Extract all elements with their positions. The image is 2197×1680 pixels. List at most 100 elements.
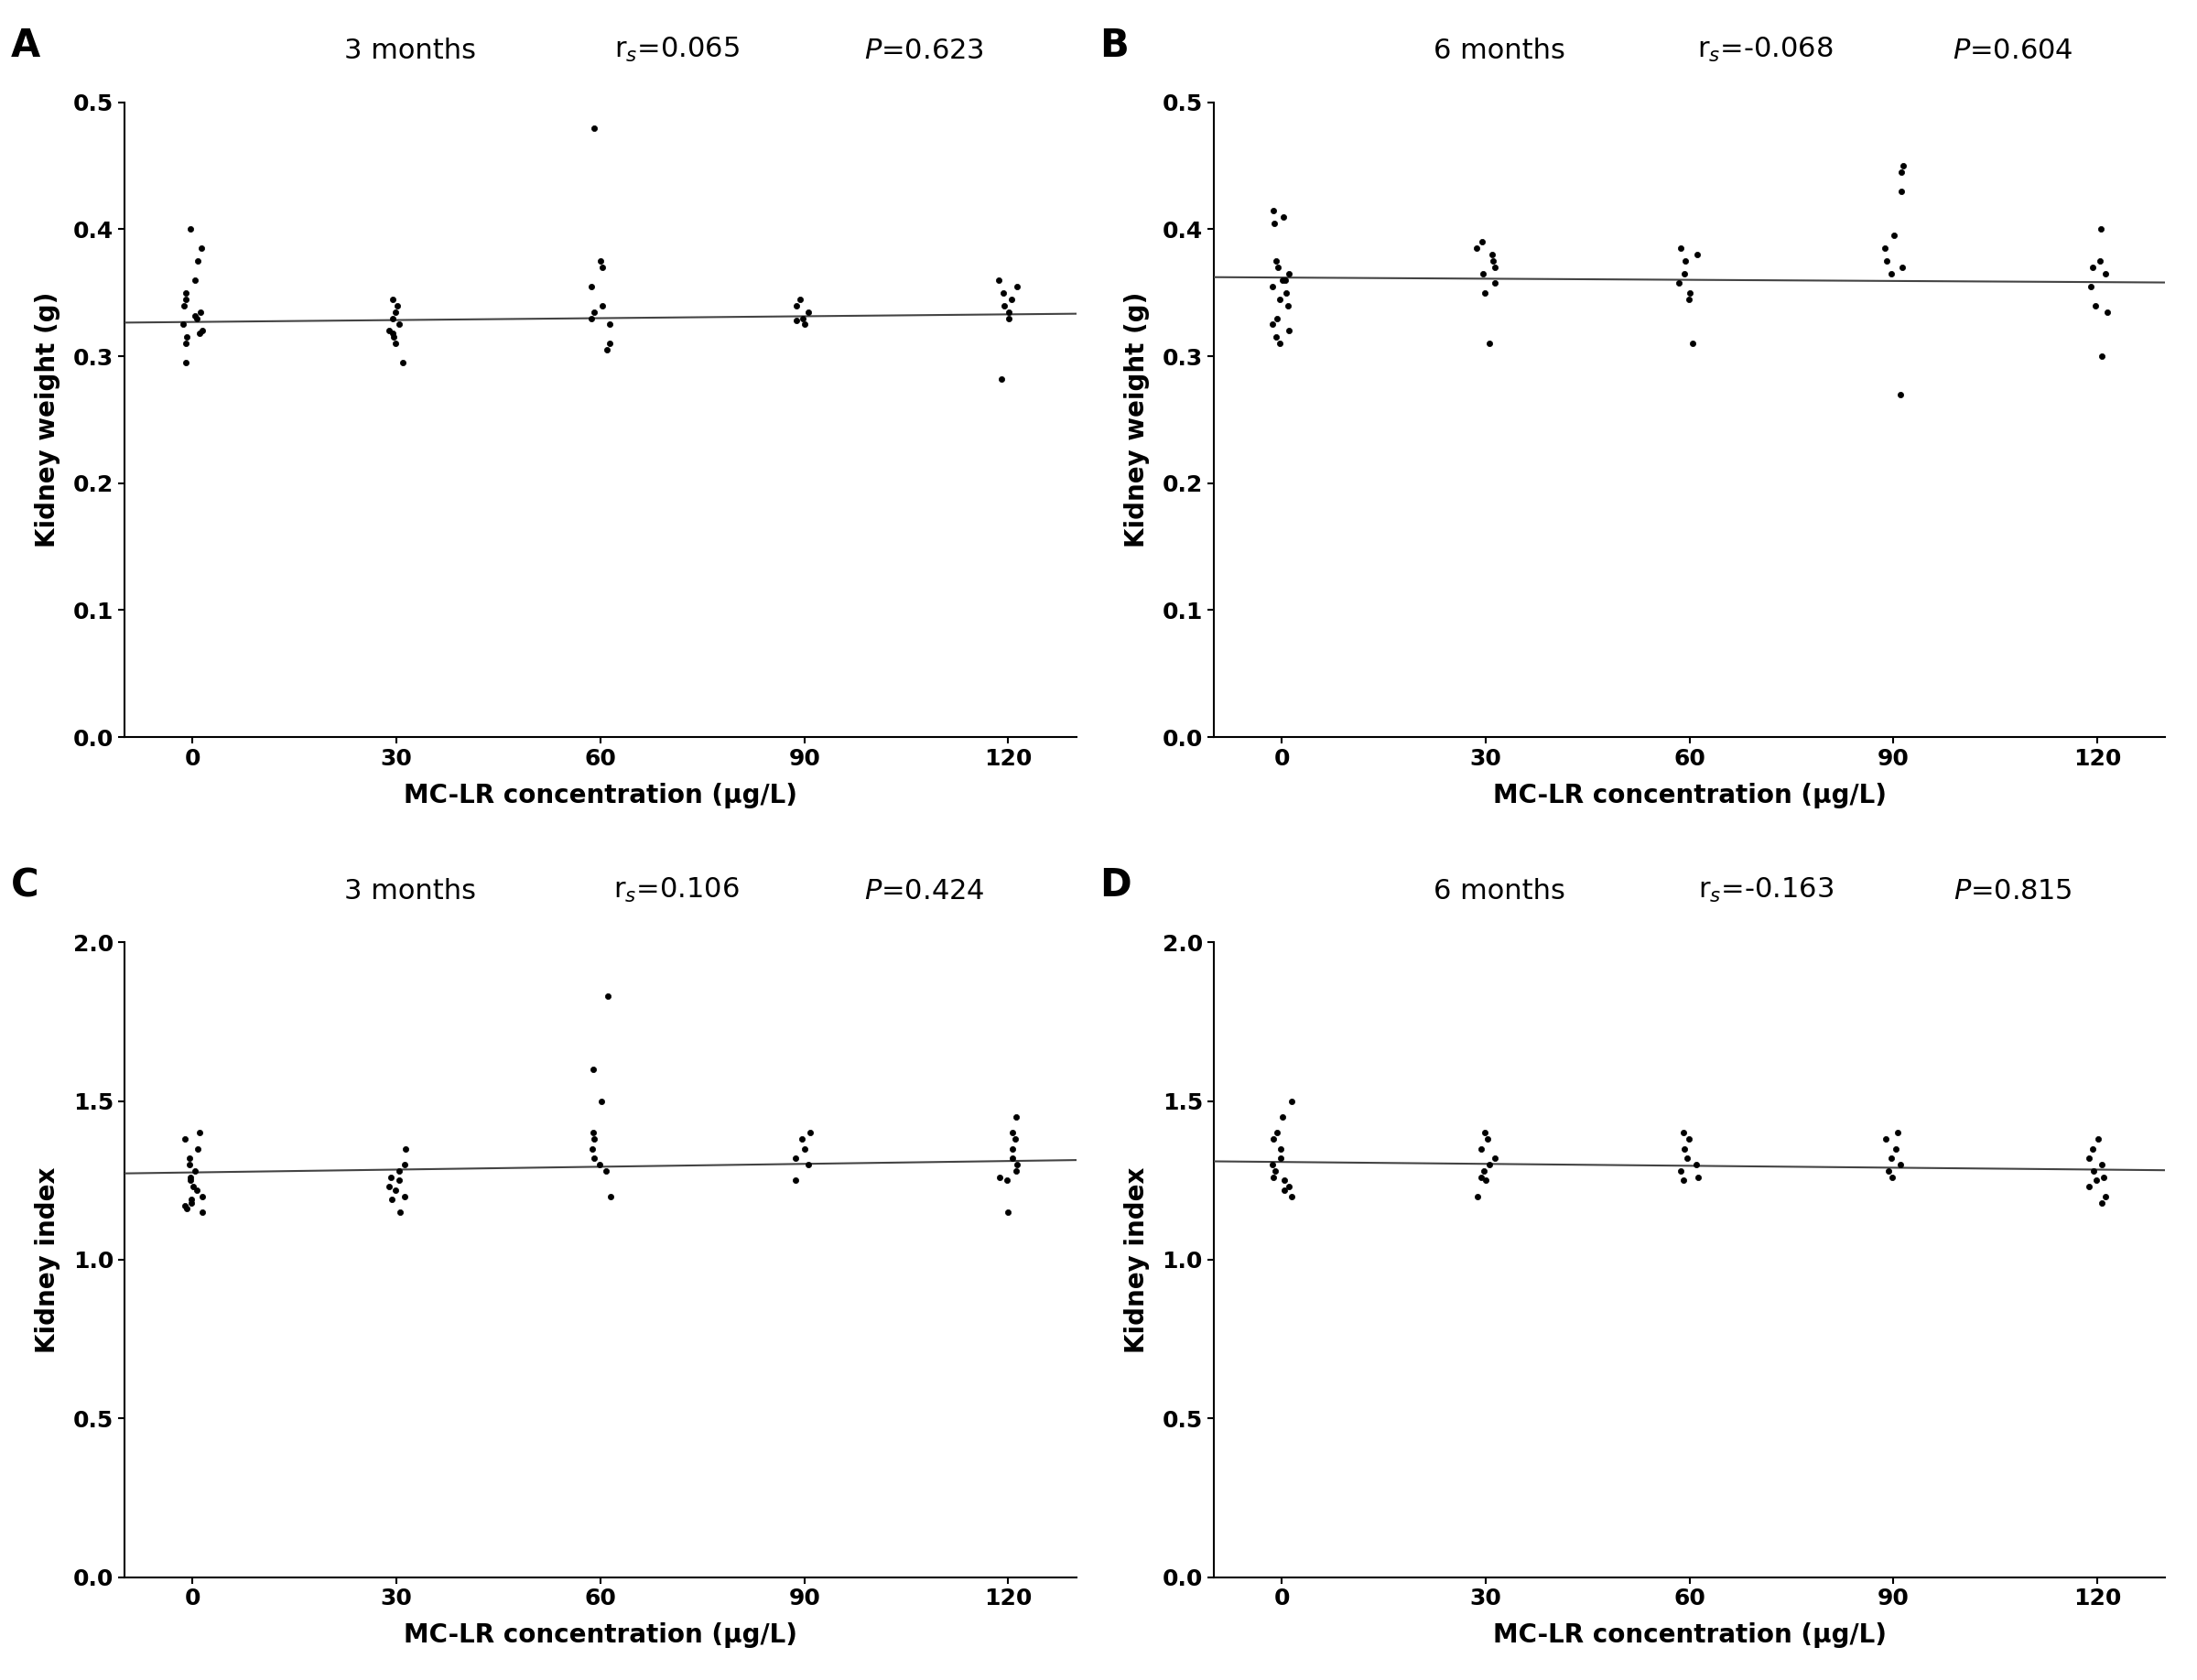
Point xyxy=(1476,269,1512,296)
Point xyxy=(591,983,626,1010)
Point xyxy=(2087,260,2122,287)
Text: $P$=0.424: $P$=0.424 xyxy=(863,877,984,904)
Point xyxy=(576,1119,611,1146)
Text: 6 months: 6 months xyxy=(1432,877,1564,904)
Point xyxy=(1665,1168,1700,1194)
Point xyxy=(1472,1151,1507,1178)
Point xyxy=(1270,292,1305,319)
Point xyxy=(578,1144,613,1171)
Point xyxy=(1874,260,1909,287)
Point xyxy=(1257,210,1292,237)
Point xyxy=(171,1151,207,1178)
Point xyxy=(2078,1168,2114,1194)
Point xyxy=(1668,247,1703,274)
Point xyxy=(167,1126,202,1152)
Point xyxy=(1254,272,1290,299)
Point xyxy=(1885,254,1920,281)
Point xyxy=(1468,279,1503,306)
Point xyxy=(791,1151,826,1178)
Point xyxy=(997,1126,1033,1152)
Point xyxy=(165,311,200,338)
Point xyxy=(1259,1119,1294,1146)
Point xyxy=(2085,1151,2120,1178)
Point xyxy=(991,1168,1026,1194)
Point xyxy=(1468,1168,1503,1194)
Point xyxy=(984,366,1019,393)
Point xyxy=(1463,1136,1498,1163)
X-axis label: MC-LR concentration (μg/L): MC-LR concentration (μg/L) xyxy=(1492,783,1887,808)
Point xyxy=(169,349,204,376)
Point xyxy=(2074,1136,2109,1163)
Text: r$_s$=-0.163: r$_s$=-0.163 xyxy=(1698,875,1834,904)
Text: B: B xyxy=(1098,27,1129,64)
Point xyxy=(376,304,411,331)
Point xyxy=(2089,299,2124,326)
Point xyxy=(1867,1126,1903,1152)
Point xyxy=(1268,267,1303,294)
Point xyxy=(185,1183,220,1210)
X-axis label: MC-LR concentration (μg/L): MC-LR concentration (μg/L) xyxy=(404,783,798,808)
Point xyxy=(1470,1126,1505,1152)
Point xyxy=(573,272,609,299)
Point xyxy=(180,1136,215,1163)
Point xyxy=(373,1164,409,1191)
Point xyxy=(1663,1158,1698,1184)
Point xyxy=(1461,1183,1496,1210)
Point xyxy=(578,114,613,141)
Point xyxy=(1265,203,1301,230)
Point xyxy=(593,329,628,356)
Text: $P$=0.604: $P$=0.604 xyxy=(1953,37,2074,64)
Point xyxy=(1885,178,1920,205)
Point xyxy=(1263,1144,1298,1171)
Text: r$_s$=0.065: r$_s$=0.065 xyxy=(613,35,740,64)
Point xyxy=(1670,1144,1705,1171)
Point xyxy=(2087,1183,2122,1210)
Point xyxy=(180,247,215,274)
Point xyxy=(174,215,209,242)
Point xyxy=(584,1087,620,1114)
Point xyxy=(169,324,204,351)
Point xyxy=(2078,292,2114,319)
Point xyxy=(1272,1173,1307,1200)
Point xyxy=(780,307,815,334)
Point xyxy=(1663,235,1698,262)
Point xyxy=(582,247,617,274)
Point xyxy=(1874,1164,1909,1191)
Point xyxy=(371,318,406,344)
Point xyxy=(1885,153,1920,180)
Point xyxy=(378,329,413,356)
Point xyxy=(1274,1087,1309,1114)
Point xyxy=(1272,260,1307,287)
Point xyxy=(178,267,213,294)
Point xyxy=(169,1196,204,1223)
Point xyxy=(371,1173,406,1200)
Point xyxy=(2083,215,2118,242)
Point xyxy=(1679,1151,1714,1178)
Point xyxy=(573,304,609,331)
Point xyxy=(1254,1151,1290,1178)
Point xyxy=(1463,1164,1498,1191)
Point xyxy=(174,1186,209,1213)
Point xyxy=(1876,222,1911,249)
Point xyxy=(778,1168,813,1194)
Point xyxy=(591,311,626,338)
Point xyxy=(1883,1151,1918,1178)
Point xyxy=(1265,1104,1301,1131)
Text: r$_s$=0.106: r$_s$=0.106 xyxy=(613,875,740,904)
Point xyxy=(174,1168,209,1194)
Point xyxy=(986,292,1022,319)
Point xyxy=(1870,1158,1905,1184)
Point xyxy=(1254,1126,1290,1152)
Text: $P$=0.815: $P$=0.815 xyxy=(1953,877,2072,904)
Point xyxy=(787,311,822,338)
Point xyxy=(185,235,220,262)
Point xyxy=(169,329,204,356)
Point xyxy=(1468,1158,1503,1184)
Point xyxy=(1268,1168,1303,1194)
X-axis label: MC-LR concentration (μg/L): MC-LR concentration (μg/L) xyxy=(1492,1623,1887,1648)
Point xyxy=(1263,1136,1298,1163)
Point xyxy=(378,1176,413,1203)
Point xyxy=(180,1176,215,1203)
Point xyxy=(178,1158,213,1184)
Point xyxy=(1000,1151,1035,1178)
